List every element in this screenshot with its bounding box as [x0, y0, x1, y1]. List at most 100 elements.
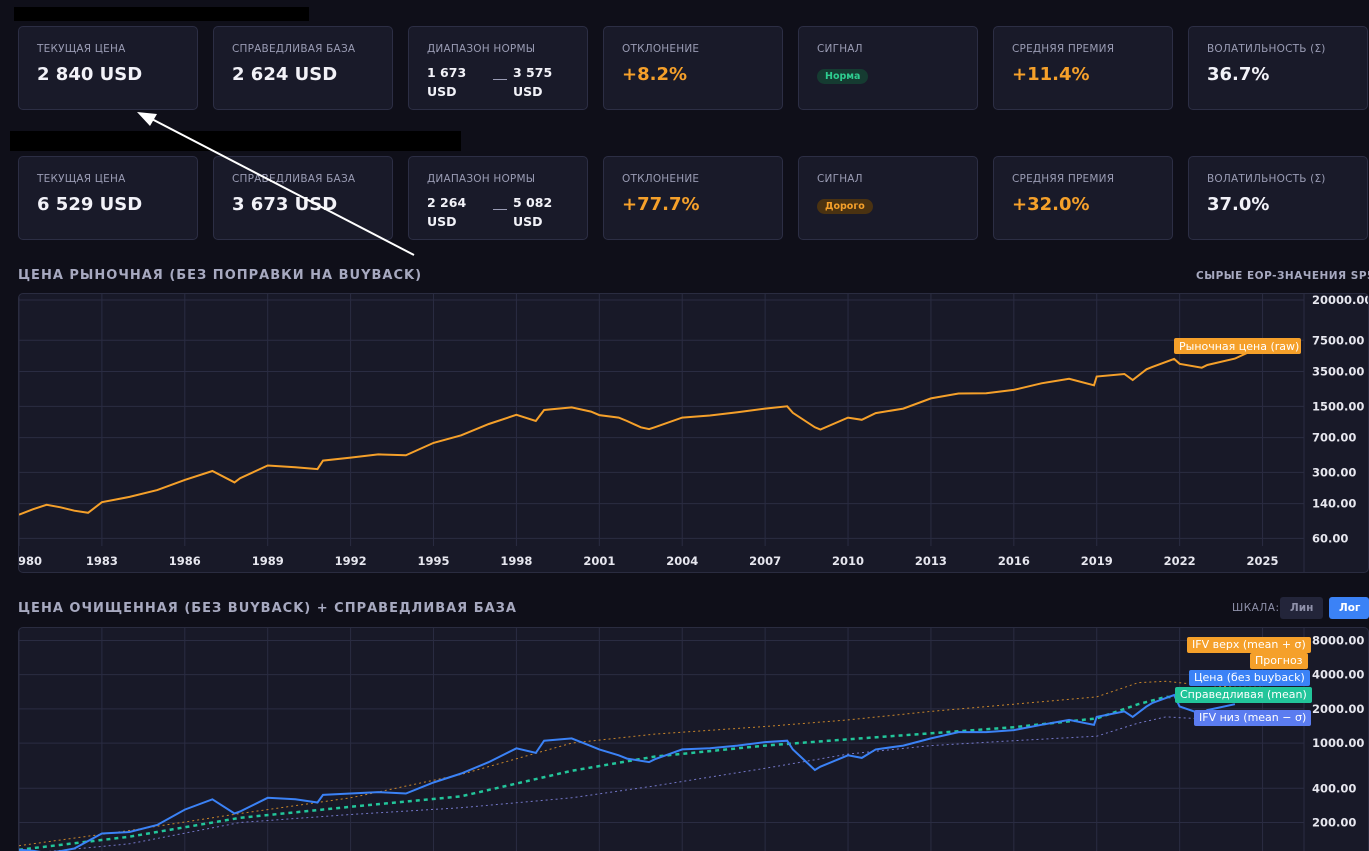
y-tick-label: 60.00: [1312, 531, 1348, 545]
series-tag-label: Рыночная цена (raw): [1179, 340, 1299, 353]
clean-price-chart[interactable]: 8000.00 4000.00 2000.00 1000.00 400.00 200.00…: [18, 627, 1369, 851]
card-value: +11.4%: [1012, 64, 1090, 85]
x-tick-label: 1989: [252, 554, 284, 568]
range-dash: [493, 79, 507, 80]
x-tick-label: 980: [19, 554, 42, 568]
series-line-market-price: [19, 351, 1250, 516]
card-label: СПРАВЕДЛИВАЯ БАЗА: [232, 173, 356, 185]
section-right-label: СЫРЫЕ EOP-ЗНАЧЕНИЯ SP500: [1196, 270, 1369, 282]
x-tick-label: 1992: [335, 554, 367, 568]
card-norm-range-2: ДИАПАЗОН НОРМЫ 2 264 USD 5 082 USD: [408, 156, 588, 240]
card-value: 3 673 USD: [232, 194, 338, 215]
series-line-ifv-upper: [19, 680, 1263, 847]
y-tick-label: 200.00: [1312, 816, 1356, 830]
range-dash: [493, 209, 507, 210]
card-signal-1: СИГНАЛ Норма: [798, 26, 978, 110]
legend-tag: Справедливая (mean): [1175, 687, 1312, 703]
x-tick-label: 2019: [1081, 554, 1113, 568]
x-tick-label: 2013: [915, 554, 947, 568]
y-tick-label: 20000.00: [1312, 294, 1369, 307]
card-label: ДИАПАЗОН НОРМЫ: [427, 173, 536, 185]
y-tick-label: 400.00: [1312, 781, 1356, 795]
scale-label: ШКАЛА:: [1232, 602, 1280, 614]
card-label: ВОЛАТИЛЬНОСТЬ (Σ): [1207, 173, 1326, 185]
scale-log-button[interactable]: Лог: [1329, 597, 1369, 619]
x-tick-label: 2022: [1164, 554, 1196, 568]
clean-price-svg: 8000.00 4000.00 2000.00 1000.00 400.00 200.00: [19, 628, 1364, 851]
market-price-svg: 20000.00 7500.00 3500.00 1500.00 700.00 300.0…: [19, 294, 1369, 572]
legend-tag: IFV низ (mean − σ): [1194, 710, 1312, 726]
card-value: +77.7%: [622, 194, 700, 215]
y-tick-label: 7500.00: [1312, 333, 1364, 347]
card-label: ТЕКУЩАЯ ЦЕНА: [37, 173, 126, 185]
x-tick-label: 2025: [1247, 554, 1279, 568]
range-low: 2 264 USD: [427, 195, 467, 229]
card-value: 6 529 USD: [37, 194, 143, 215]
signal-badge: Норма: [817, 69, 869, 84]
card-value: 37.0%: [1207, 194, 1270, 215]
redacted-title-1: [14, 7, 309, 21]
card-label: ТЕКУЩАЯ ЦЕНА: [37, 43, 126, 55]
y-tick-label: 3500.00: [1312, 365, 1364, 379]
x-tick-label: 2016: [998, 554, 1030, 568]
card-volatility-1: ВОЛАТИЛЬНОСТЬ (Σ) 36.7%: [1188, 26, 1368, 110]
card-deviation-1: ОТКЛОНЕНИЕ +8.2%: [603, 26, 783, 110]
card-current-price-1: ТЕКУЩАЯ ЦЕНА 2 840 USD: [18, 26, 198, 110]
card-fair-base-2: СПРАВЕДЛИВАЯ БАЗА 3 673 USD: [213, 156, 393, 240]
y-tick-label: 300.00: [1312, 465, 1356, 479]
range-high: 5 082 USD: [513, 195, 553, 229]
card-label: ОТКЛОНЕНИЕ: [622, 173, 700, 185]
y-tick-label: 1500.00: [1312, 399, 1364, 413]
section-title-market-price: ЦЕНА РЫНОЧНАЯ (БЕЗ ПОПРАВКИ НА BUYBACK): [18, 268, 423, 283]
card-volatility-2: ВОЛАТИЛЬНОСТЬ (Σ) 37.0%: [1188, 156, 1368, 240]
y-tick-label: 4000.00: [1312, 668, 1364, 682]
card-deviation-2: ОТКЛОНЕНИЕ +77.7%: [603, 156, 783, 240]
series-tag: Рыночная цена (raw): [1174, 338, 1301, 354]
redacted-title-2: [10, 131, 461, 151]
y-tick-label: 140.00: [1312, 497, 1356, 511]
legend-tag: Прогноз: [1250, 653, 1308, 669]
y-tick-label: 1000.00: [1312, 736, 1364, 750]
card-label: СПРАВЕДЛИВАЯ БАЗА: [232, 43, 356, 55]
y-tick-label: 8000.00: [1312, 633, 1364, 647]
series-line-clean-price: [19, 693, 1236, 851]
card-label: СРЕДНЯЯ ПРЕМИЯ: [1012, 43, 1115, 55]
y-tick-label: 2000.00: [1312, 702, 1364, 716]
signal-badge: Дорого: [817, 199, 873, 214]
card-fair-base-1: СПРАВЕДЛИВАЯ БАЗА 2 624 USD: [213, 26, 393, 110]
x-tick-label: 2007: [749, 554, 781, 568]
card-label: СИГНАЛ: [817, 173, 863, 185]
range-high: 3 575 USD: [513, 65, 553, 99]
card-value: 36.7%: [1207, 64, 1270, 85]
x-tick-label: 2004: [666, 554, 698, 568]
x-tick-label: 1986: [169, 554, 201, 568]
card-label: СРЕДНЯЯ ПРЕМИЯ: [1012, 173, 1115, 185]
x-tick-label: 1995: [418, 554, 450, 568]
scale-linear-button[interactable]: Лин: [1280, 597, 1324, 619]
legend-tag: Цена (без buyback): [1189, 670, 1310, 686]
x-tick-label: 1998: [500, 554, 532, 568]
card-label: ОТКЛОНЕНИЕ: [622, 43, 700, 55]
section-title-clean-price: ЦЕНА ОЧИЩЕННАЯ (БЕЗ BUYBACK) + СПРАВЕДЛИ…: [18, 601, 517, 616]
card-current-price-2: ТЕКУЩАЯ ЦЕНА 6 529 USD: [18, 156, 198, 240]
card-value: +8.2%: [622, 64, 688, 85]
x-tick-label: 2010: [832, 554, 864, 568]
series-line-ifv-lower: [48, 716, 1263, 851]
series-line-fair-mean: [19, 695, 1263, 851]
range-low: 1 673 USD: [427, 65, 467, 99]
card-value: 2 624 USD: [232, 64, 338, 85]
card-signal-2: СИГНАЛ Дорого: [798, 156, 978, 240]
card-label: ДИАПАЗОН НОРМЫ: [427, 43, 536, 55]
card-value: +32.0%: [1012, 194, 1090, 215]
card-avg-premium-2: СРЕДНЯЯ ПРЕМИЯ +32.0%: [993, 156, 1173, 240]
card-value: 2 840 USD: [37, 64, 143, 85]
x-tick-label: 2001: [583, 554, 615, 568]
card-norm-range-1: ДИАПАЗОН НОРМЫ 1 673 USD 3 575 USD: [408, 26, 588, 110]
card-label: ВОЛАТИЛЬНОСТЬ (Σ): [1207, 43, 1326, 55]
card-label: СИГНАЛ: [817, 43, 863, 55]
x-tick-label: 1983: [86, 554, 118, 568]
series-tag-bg: [1174, 338, 1301, 354]
market-price-chart[interactable]: 20000.00 7500.00 3500.00 1500.00 700.00 300.0…: [18, 293, 1369, 573]
y-tick-label: 700.00: [1312, 431, 1356, 445]
card-avg-premium-1: СРЕДНЯЯ ПРЕМИЯ +11.4%: [993, 26, 1173, 110]
